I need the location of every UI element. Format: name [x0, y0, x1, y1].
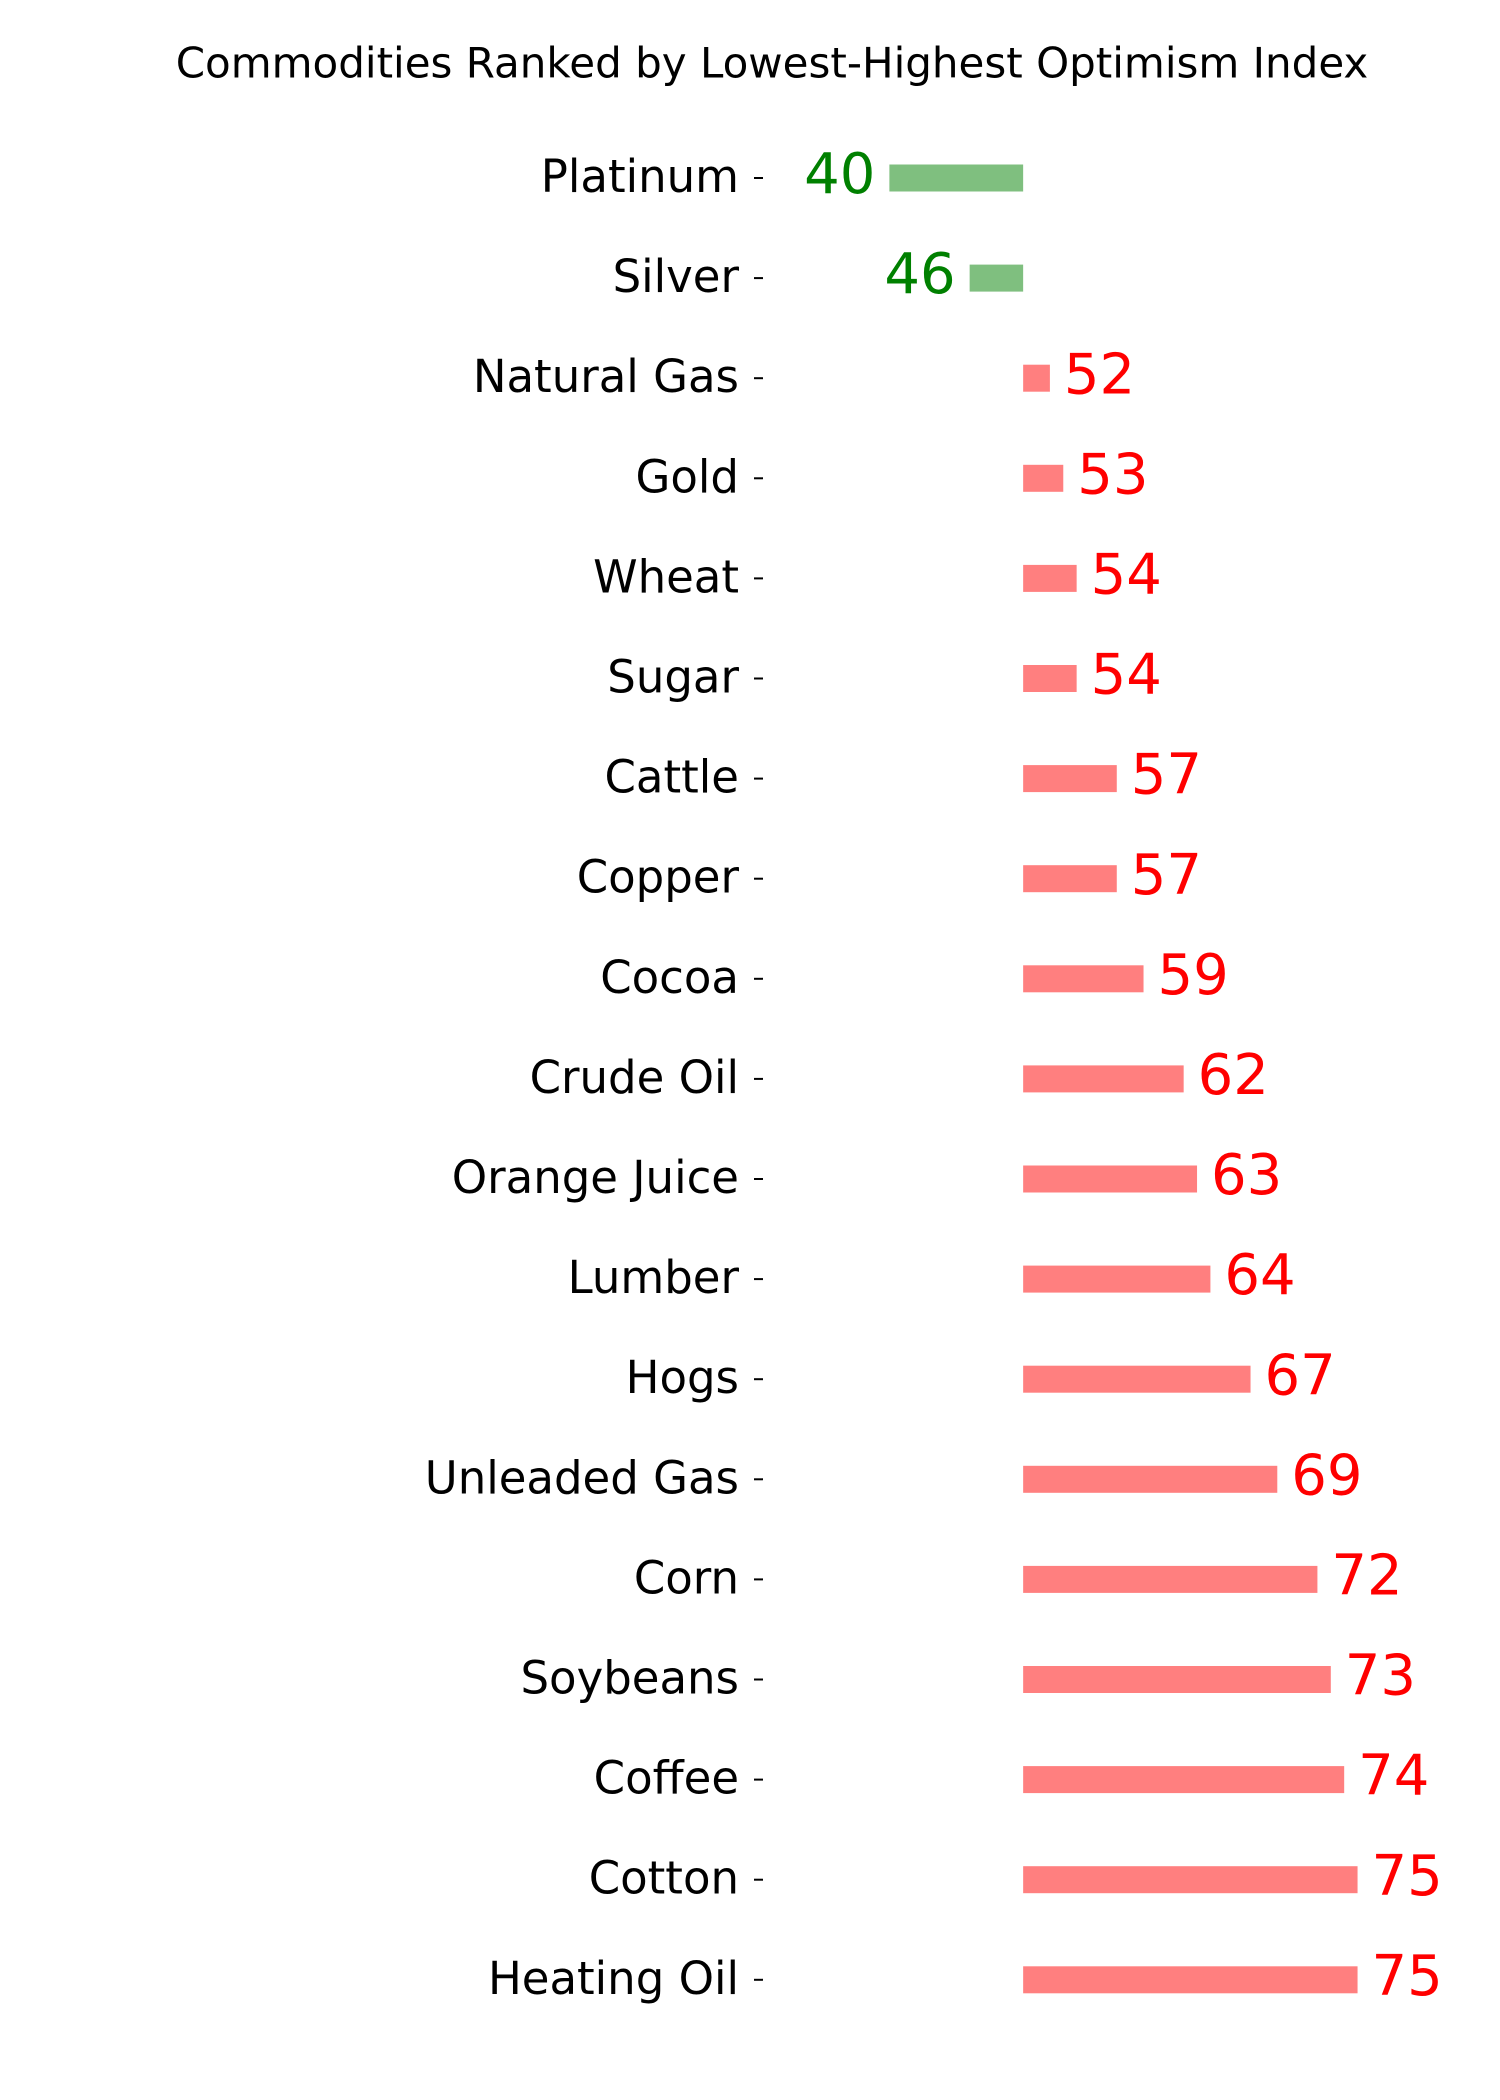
- bar: [1023, 1766, 1345, 1794]
- y-tick-label: Silver: [613, 250, 740, 303]
- bar: [1023, 364, 1050, 392]
- value-label: 53: [1077, 442, 1148, 507]
- value-label: 67: [1265, 1343, 1336, 1408]
- value-label: 52: [1064, 342, 1135, 407]
- bar: [1023, 1165, 1198, 1193]
- value-label: 74: [1358, 1744, 1429, 1809]
- y-tick-label: Cocoa: [600, 951, 739, 1004]
- bar: [1023, 1065, 1184, 1093]
- y-tick-label: Crude Oil: [530, 1051, 739, 1104]
- value-label: 57: [1131, 843, 1202, 908]
- bar: [1023, 1966, 1358, 1994]
- value-label: 40: [804, 142, 875, 207]
- y-tick-label: Coffee: [594, 1752, 739, 1805]
- y-tick-label: Heating Oil: [488, 1952, 739, 2005]
- bar: [889, 164, 1024, 192]
- value-label: 64: [1224, 1243, 1295, 1308]
- bar: [1023, 1565, 1318, 1593]
- bar: [1023, 1666, 1331, 1693]
- bar: [1023, 1866, 1358, 1894]
- bar: [1023, 1465, 1278, 1493]
- value-label: 73: [1345, 1644, 1416, 1709]
- bar: [969, 264, 1024, 292]
- y-tick-label: Platinum: [541, 150, 739, 203]
- y-tick-label: Lumber: [568, 1251, 740, 1304]
- y-tick-label: Cattle: [605, 751, 739, 804]
- bar: [1023, 564, 1077, 592]
- bar: [1023, 1365, 1251, 1393]
- value-label: 57: [1131, 743, 1202, 808]
- bar: [1023, 464, 1064, 492]
- bar: [1023, 765, 1117, 793]
- y-tick-label: Cotton: [589, 1852, 739, 1905]
- y-tick-label: Soybeans: [520, 1652, 739, 1705]
- y-tick-label: Copper: [577, 851, 740, 904]
- value-label: 75: [1372, 1944, 1443, 2009]
- value-label: 59: [1158, 943, 1229, 1008]
- value-label: 62: [1198, 1043, 1269, 1108]
- chart-title: Commodities Ranked by Lowest-Highest Opt…: [176, 39, 1369, 88]
- y-tick-label: Wheat: [593, 550, 739, 603]
- bar: [1023, 1265, 1211, 1293]
- y-tick-label: Sugar: [607, 651, 739, 704]
- value-label: 69: [1291, 1443, 1362, 1508]
- value-label: 72: [1331, 1544, 1402, 1609]
- bar: [1023, 665, 1077, 692]
- y-tick-label: Gold: [636, 450, 739, 503]
- y-tick-label: Unleaded Gas: [425, 1451, 739, 1504]
- y-tick-label: Orange Juice: [452, 1151, 739, 1204]
- value-label: 75: [1372, 1844, 1443, 1909]
- bar: [1023, 965, 1144, 993]
- y-tick-label: Corn: [634, 1551, 739, 1604]
- value-label: 63: [1211, 1143, 1282, 1208]
- bar: [1023, 865, 1117, 893]
- value-label: 54: [1091, 543, 1162, 608]
- value-label: 54: [1091, 643, 1162, 708]
- y-tick-label: Hogs: [626, 1351, 739, 1404]
- value-label: 46: [884, 242, 955, 307]
- y-tick-label: Natural Gas: [473, 350, 739, 403]
